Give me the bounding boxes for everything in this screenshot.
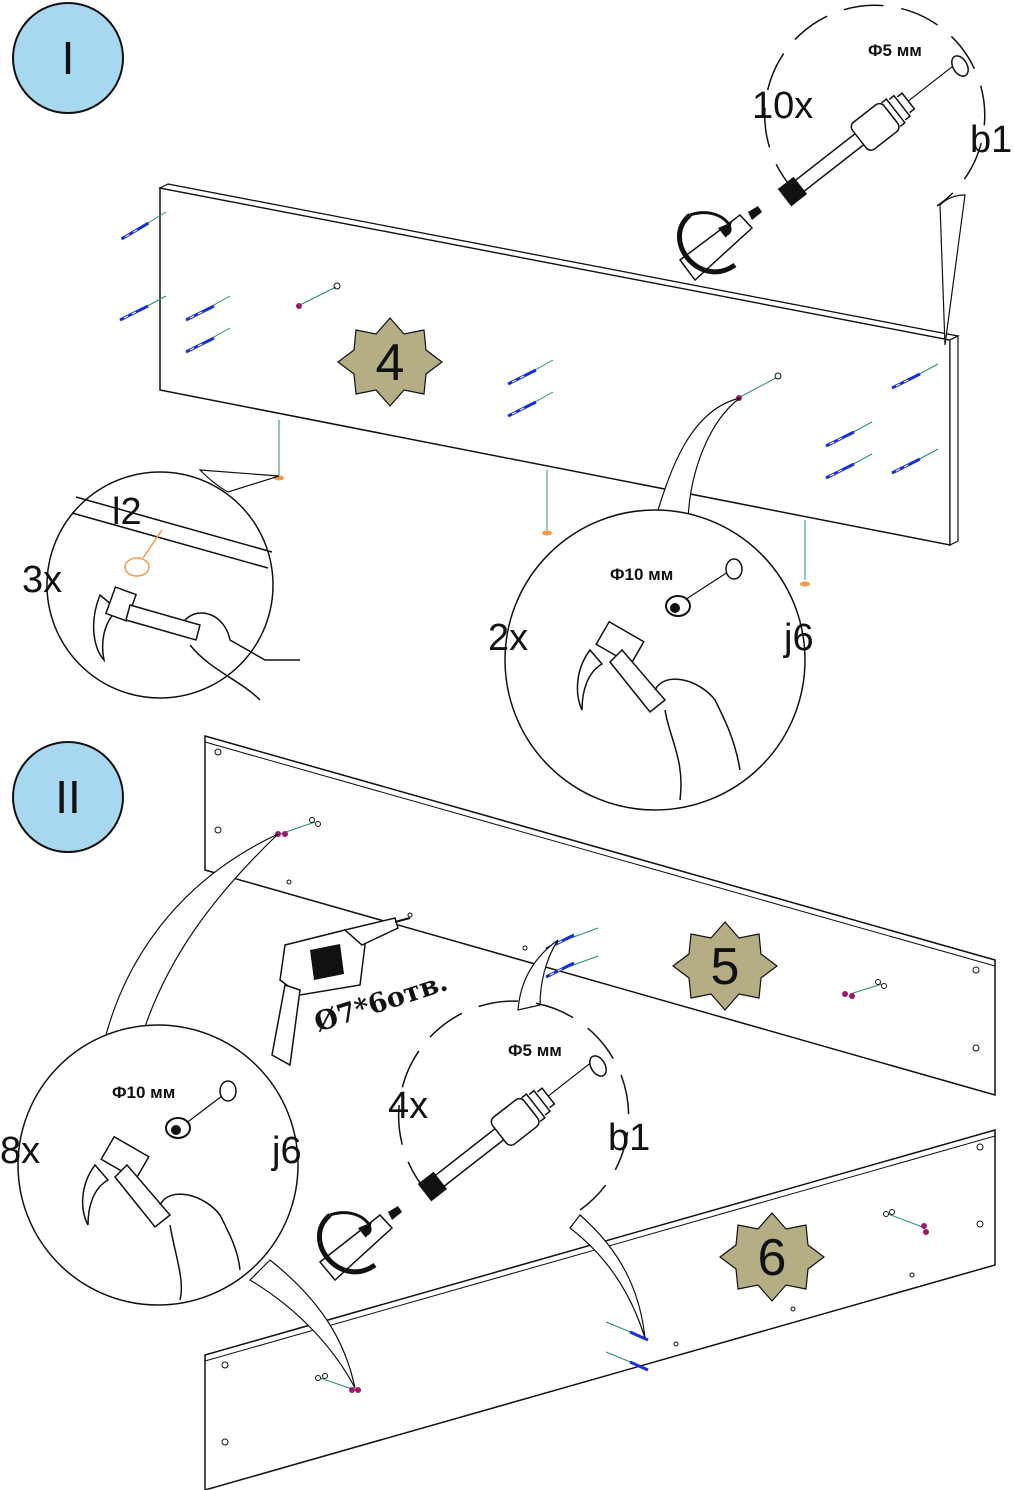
panel-5-fixings <box>275 817 887 999</box>
callout-c2-count: 3x <box>22 559 62 601</box>
callout-dowel-j6-top: 2x Ф10 мм j6 <box>488 397 814 811</box>
callout-c5-count: 4x <box>388 1085 428 1127</box>
panel-6 <box>204 1129 996 1490</box>
panel-6-fixings <box>315 1209 929 1393</box>
callout-dowel-j6-bottom: 8x Ф10 мм j6 <box>0 833 356 1389</box>
step-number-1: I <box>62 32 75 84</box>
callout-c1-code: b1 <box>970 119 1012 161</box>
callout-c2-code: l2 <box>112 491 142 533</box>
panel-4-nails <box>274 420 810 587</box>
part-number-6: 6 <box>758 1229 787 1287</box>
panel-5 <box>204 735 996 1096</box>
part-badge-4: 4 <box>337 317 443 407</box>
part-badge-5: 5 <box>672 921 778 1011</box>
callout-c3-dim: Ф10 мм <box>610 565 673 584</box>
callout-c4-count: 8x <box>0 1130 40 1172</box>
callout-screw-b1-top: 10x Ф5 мм b1 <box>676 4 1012 346</box>
part-badge-6: 6 <box>719 1212 825 1302</box>
part-number-5: 5 <box>711 938 740 996</box>
callout-c5-dim: Ф5 мм <box>508 1041 562 1060</box>
panel-4-screws <box>118 211 939 480</box>
callout-nail-l2: 3x l2 <box>22 469 300 701</box>
step-badge-1: I <box>12 2 124 114</box>
callout-c1-count: 10x <box>752 85 813 127</box>
callout-screw-b1-bottom: 4x Ф5 мм b1 <box>316 939 650 1339</box>
step-badge-2: II <box>12 741 124 853</box>
callout-c1-dim: Ф5 мм <box>868 41 922 60</box>
drill-icon: Ø7*6отв. <box>271 917 452 1067</box>
step-number-2: II <box>55 771 81 823</box>
part-number-4: 4 <box>376 334 405 392</box>
callout-c3-count: 2x <box>488 617 528 659</box>
callout-c5-code: b1 <box>608 1117 650 1159</box>
callout-c4-code: j6 <box>271 1130 302 1172</box>
callout-c4-dim: Ф10 мм <box>112 1083 175 1102</box>
panel-4 <box>158 183 960 546</box>
callout-c3-code: j6 <box>783 617 814 659</box>
